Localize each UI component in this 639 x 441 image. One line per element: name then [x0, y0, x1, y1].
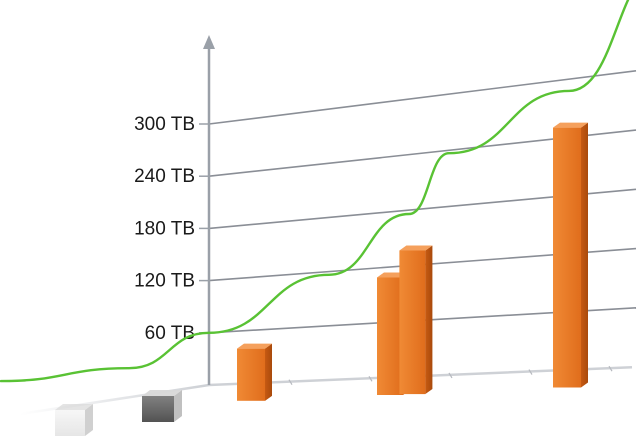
y-tick-label: 180 TB — [134, 218, 195, 239]
trend-curve — [0, 0, 630, 383]
floor-axis — [19, 365, 633, 416]
bar — [399, 245, 433, 395]
bar — [553, 122, 588, 388]
floor-tick — [608, 365, 613, 372]
floor-line — [19, 365, 633, 416]
y-axis — [203, 35, 215, 385]
floor-tick — [288, 379, 293, 385]
decorative-cubes — [55, 390, 182, 436]
y-tick-label: 240 TB — [134, 166, 195, 187]
bars — [237, 122, 588, 401]
trend-line — [0, 0, 630, 383]
y-tick-label: 300 TB — [134, 114, 195, 135]
y-tick-labels: 60 TB 120 TB 180 TB 240 TB 300 TB — [134, 114, 209, 344]
floor-tick — [368, 375, 373, 382]
gridline — [208, 70, 637, 125]
light-cube-icon — [55, 404, 93, 436]
y-tick-label: 120 TB — [134, 271, 195, 292]
bar — [237, 343, 272, 401]
y-tick-label: 60 TB — [145, 323, 195, 344]
floor-tick — [448, 372, 453, 379]
dark-cube-icon — [142, 390, 182, 422]
floor-tick — [528, 369, 533, 375]
y-axis-arrow — [203, 35, 215, 49]
